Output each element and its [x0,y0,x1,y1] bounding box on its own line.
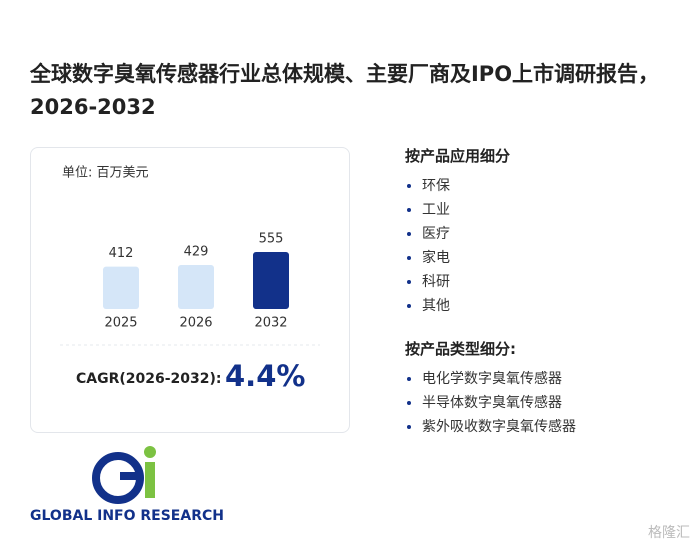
segment-section: 按产品应用细分环保工业医疗家电科研其他 [405,145,576,318]
logo-ring [92,452,144,504]
logo: GLOBAL INFO RESEARCH [30,446,224,524]
value-label: 412 [109,246,134,261]
value-label: 555 [259,232,284,247]
segment-item: 其他 [422,294,576,318]
cagr-value: 4.4% [225,359,305,393]
segment-item: 电化学数字臭氧传感器 [422,367,576,391]
segment-item: 医疗 [422,222,576,246]
segment-section: 按产品类型细分: 电化学数字臭氧传感器半导体数字臭氧传感器紫外吸收数字臭氧传感器 [405,338,576,439]
unit-label: 单位: 百万美元 [62,166,149,181]
bar [103,266,139,309]
logo-bar [120,472,138,480]
watermark: 格隆汇 [648,525,690,541]
segment-item: 紫外吸收数字臭氧传感器 [422,415,576,439]
x-tick-label: 2025 [104,316,137,331]
page-title: 全球数字臭氧传感器行业总体规模、主要厂商及IPO上市调研报告，2026-2032 [30,62,660,119]
logo-i [145,462,155,498]
segment-item: 科研 [422,270,576,294]
segment-item: 家电 [422,246,576,270]
value-label: 429 [184,244,209,259]
logo-dot [144,446,156,458]
cagr-label: CAGR(2026-2032): [76,371,222,387]
logo-text: GLOBAL INFO RESEARCH [30,508,224,524]
segment-list: 电化学数字臭氧传感器半导体数字臭氧传感器紫外吸收数字臭氧传感器 [405,367,576,439]
segment-item: 半导体数字臭氧传感器 [422,391,576,415]
segment-list: 环保工业医疗家电科研其他 [405,174,576,318]
chart-card [30,147,350,433]
segment-item: 工业 [422,198,576,222]
section-heading: 按产品应用细分 [405,147,511,165]
x-tick-label: 2032 [254,316,287,331]
x-tick-label: 2026 [179,316,212,331]
bar [253,252,289,309]
section-heading: 按产品类型细分: [405,340,516,358]
segment-item: 环保 [422,174,576,198]
segment-lists: 按产品应用细分环保工业医疗家电科研其他按产品类型细分: 电化学数字臭氧传感器半导体… [405,145,576,459]
bar [178,264,214,309]
